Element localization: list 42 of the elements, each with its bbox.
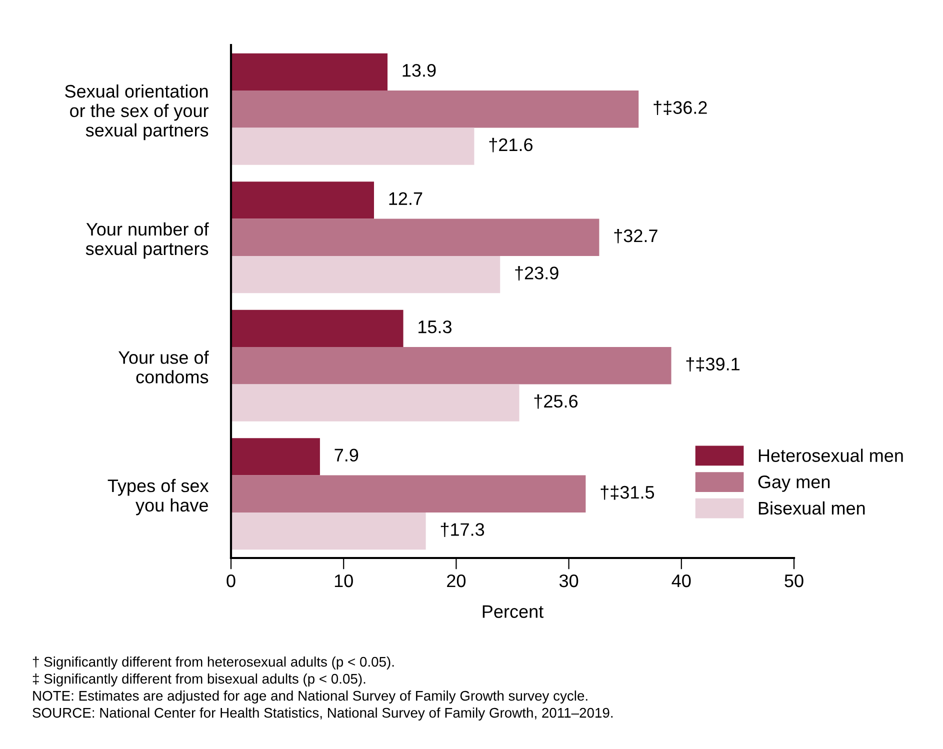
x-tick-label: 30 — [559, 574, 578, 588]
y-tick-label: Sexual orientation or the sex of your sexual partners — [65, 84, 208, 140]
x-tick-label: 0 — [226, 574, 236, 588]
data-label: 15.3 — [418, 320, 452, 334]
bar — [231, 256, 500, 294]
data-label: †‡31.5 — [600, 485, 654, 500]
text: NOTE: Estimates are adjusted for age and National Survey of Family Growth survey cycle. — [33, 690, 588, 704]
bar — [231, 218, 600, 256]
text: ‡ Significantly different from bisexual adults (p < 0.05). — [32, 674, 366, 686]
legend-label: Bisexual men — [758, 501, 865, 515]
x-axis-title: Percent — [482, 605, 544, 618]
bar — [231, 512, 426, 550]
data-label: †25.6 — [534, 394, 578, 409]
x-tick-label: 20 — [447, 574, 466, 588]
text: † Significantly different from heterosexual adults (p < 0.05). — [32, 656, 394, 670]
legend-label: Heterosexual men — [758, 448, 903, 462]
bar — [231, 310, 404, 348]
x-tick-label: 40 — [672, 574, 691, 588]
y-tick-label: Types of sex you have — [108, 478, 209, 516]
data-label: 12.7 — [389, 192, 422, 205]
bar — [231, 90, 639, 128]
bar — [231, 475, 586, 512]
y-tick-label: Your number of sexual partners — [86, 222, 209, 259]
x-tick-label: 50 — [784, 574, 804, 588]
data-label: 13.9 — [402, 64, 436, 77]
legend-label: Gay men — [758, 476, 830, 492]
data-label: †‡39.1 — [686, 357, 740, 372]
bar — [231, 384, 520, 422]
bar — [231, 53, 388, 91]
y-tick-label: Your use of condoms — [118, 350, 209, 384]
data-label: 7.9 — [334, 448, 358, 462]
data-label: †32.7 — [614, 228, 658, 244]
bar — [231, 438, 320, 476]
data-label: †‡36.2 — [654, 100, 707, 116]
data-label: †17.3 — [440, 522, 484, 537]
bar — [231, 347, 672, 384]
data-label: †21.6 — [489, 138, 532, 152]
data-label: †23.9 — [515, 266, 558, 280]
x-tick-label: 10 — [334, 574, 353, 588]
source-note: SOURCE: National Center for Health Statistics, National Survey of Family Growth, 2011–2019. — [32, 708, 613, 720]
bar — [231, 128, 474, 165]
bar — [231, 182, 374, 219]
